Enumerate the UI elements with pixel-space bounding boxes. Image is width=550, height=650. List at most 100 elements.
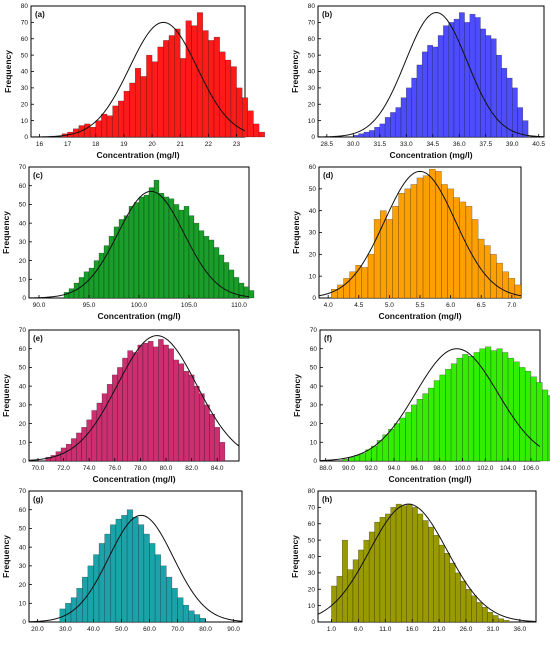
histogram-bar bbox=[103, 245, 110, 299]
histogram-bar bbox=[178, 363, 185, 462]
histogram-bar bbox=[128, 206, 135, 299]
histogram-bar bbox=[422, 520, 429, 623]
histogram-bar bbox=[191, 25, 198, 138]
histogram-bar bbox=[96, 402, 103, 462]
histogram-bar bbox=[496, 54, 502, 138]
histogram-bar bbox=[363, 131, 370, 138]
y-tick-label: 0 bbox=[22, 619, 26, 626]
histogram-bar bbox=[411, 77, 418, 138]
histogram-bar bbox=[453, 197, 460, 299]
histogram-bar bbox=[118, 100, 125, 138]
x-tick-label: 70.0 bbox=[32, 465, 45, 472]
histogram-bar bbox=[393, 423, 400, 462]
histogram-bar bbox=[143, 194, 150, 299]
histogram-bar bbox=[151, 61, 158, 138]
histogram-bar bbox=[405, 412, 412, 462]
histogram-bar bbox=[213, 247, 220, 299]
x-tick-label: 40.5 bbox=[532, 141, 545, 148]
histogram-bar bbox=[127, 350, 133, 462]
y-tick-label: 30 bbox=[308, 570, 316, 577]
histogram-bar bbox=[140, 76, 147, 138]
histogram-bar bbox=[188, 610, 195, 623]
y-tick-label: 70 bbox=[308, 505, 316, 512]
y-tick-label: 40 bbox=[19, 544, 27, 551]
y-tick-label: 80 bbox=[308, 488, 316, 495]
y-tick-label: 70 bbox=[19, 488, 27, 495]
y-tick-label: 20 bbox=[308, 586, 316, 593]
y-tick-label: 70 bbox=[310, 327, 318, 334]
y-tick-label: 70 bbox=[19, 164, 27, 171]
chart-panel-c: 0 10 20 30 40 50 60 70 90.0 95.0 100.0 105.0 110.0 (c… bbox=[1, 164, 255, 321]
y-tick-label: 60 bbox=[19, 507, 27, 514]
histogram-bar bbox=[487, 611, 494, 623]
histogram-bar bbox=[460, 580, 467, 623]
histogram-bar bbox=[174, 28, 181, 138]
histogram-bar bbox=[379, 123, 386, 138]
y-tick-label: 0 bbox=[311, 134, 315, 141]
x-tick-label: 110.0 bbox=[231, 302, 247, 309]
histogram-bar bbox=[492, 615, 499, 623]
histogram-bar bbox=[433, 380, 440, 462]
x-tick-label: 72.0 bbox=[57, 465, 70, 472]
histogram-bar bbox=[204, 404, 210, 462]
x-axis-label: Concentration (mg/l) bbox=[388, 474, 471, 484]
histogram-bar bbox=[153, 179, 160, 299]
x-tick-label: 6.5 bbox=[477, 302, 486, 309]
histogram-bar bbox=[410, 184, 418, 299]
histogram-bar bbox=[406, 87, 412, 138]
x-tick-label: 17 bbox=[64, 141, 72, 148]
histogram-bar bbox=[258, 131, 265, 138]
histogram-bar bbox=[98, 543, 105, 623]
x-tick-label: 1.0 bbox=[327, 626, 336, 633]
histogram-bar bbox=[522, 120, 529, 138]
histogram-bar bbox=[132, 517, 139, 623]
normal-fit-curve bbox=[317, 12, 545, 138]
histogram-bar bbox=[399, 417, 406, 462]
y-tick-label: 40 bbox=[19, 383, 27, 390]
y-tick-label: 20 bbox=[310, 421, 318, 428]
histogram-bar bbox=[490, 38, 497, 138]
histogram-bar bbox=[352, 559, 359, 623]
y-tick-label: 50 bbox=[310, 365, 318, 372]
histogram-bar bbox=[163, 40, 170, 138]
histogram-bar bbox=[353, 135, 359, 138]
histogram-bar bbox=[82, 576, 89, 623]
histogram-bar bbox=[123, 90, 130, 138]
x-axis-label: Concentration (mg/l) bbox=[96, 150, 179, 160]
histogram-bar bbox=[438, 544, 445, 623]
x-tick-label: 31.5 bbox=[373, 141, 386, 148]
histogram-bar bbox=[417, 513, 424, 623]
y-tick-label: 10 bbox=[19, 439, 27, 446]
histogram-bar bbox=[542, 389, 549, 462]
y-tick-label: 50 bbox=[19, 526, 27, 533]
histogram-bar bbox=[76, 432, 82, 462]
x-tick-label: 96.0 bbox=[411, 465, 424, 472]
histogram-bar bbox=[194, 614, 201, 623]
histogram-bar bbox=[126, 509, 133, 623]
histogram-bar bbox=[490, 254, 497, 299]
chart-panel-e: 0 10 20 30 40 50 60 70 70.0 72.0 74.0 76.0 78.0 80.0 8… bbox=[1, 327, 240, 484]
histogram-bar bbox=[138, 196, 145, 299]
histogram-bar bbox=[153, 346, 159, 462]
histogram-bar bbox=[188, 374, 195, 462]
y-tick-label: 30 bbox=[308, 85, 316, 92]
histogram-bar bbox=[199, 393, 205, 462]
x-tick-label: 16.0 bbox=[406, 626, 419, 633]
histogram-bar bbox=[398, 192, 405, 299]
histogram-bar bbox=[180, 58, 187, 138]
histogram-bar bbox=[416, 177, 424, 299]
histogram-bar bbox=[137, 344, 144, 462]
histogram-bar bbox=[485, 346, 492, 462]
histogram-bar bbox=[501, 68, 508, 138]
chart-panel-f: 0 10 20 30 40 50 60 70 88.0 90.0 92.0 94.0 96.0 98.0 1… bbox=[292, 327, 550, 484]
x-tick-label: 19 bbox=[120, 141, 128, 148]
histogram-bar bbox=[455, 572, 461, 623]
histogram-bar bbox=[400, 97, 407, 138]
histogram-bar bbox=[474, 17, 481, 138]
histogram-bar bbox=[404, 188, 412, 299]
y-tick-label: 20 bbox=[309, 252, 317, 259]
histogram-bar bbox=[95, 120, 102, 138]
normal-fit-curve bbox=[28, 335, 240, 461]
histogram-bar bbox=[512, 87, 518, 138]
histogram-bar bbox=[432, 46, 439, 138]
